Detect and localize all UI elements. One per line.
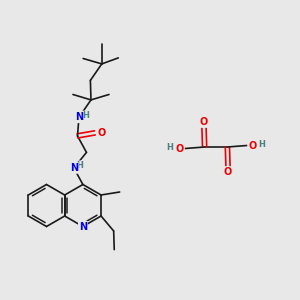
Text: O: O: [97, 128, 106, 138]
Text: N: N: [70, 163, 78, 173]
Text: N: N: [79, 221, 87, 232]
Text: O: O: [224, 167, 232, 177]
Text: H: H: [76, 161, 83, 170]
Text: O: O: [248, 140, 256, 151]
Text: O: O: [176, 143, 184, 154]
Text: N: N: [75, 112, 83, 122]
Text: H: H: [259, 140, 265, 149]
Text: H: H: [167, 143, 173, 152]
Text: H: H: [82, 111, 89, 120]
Text: O: O: [200, 117, 208, 127]
